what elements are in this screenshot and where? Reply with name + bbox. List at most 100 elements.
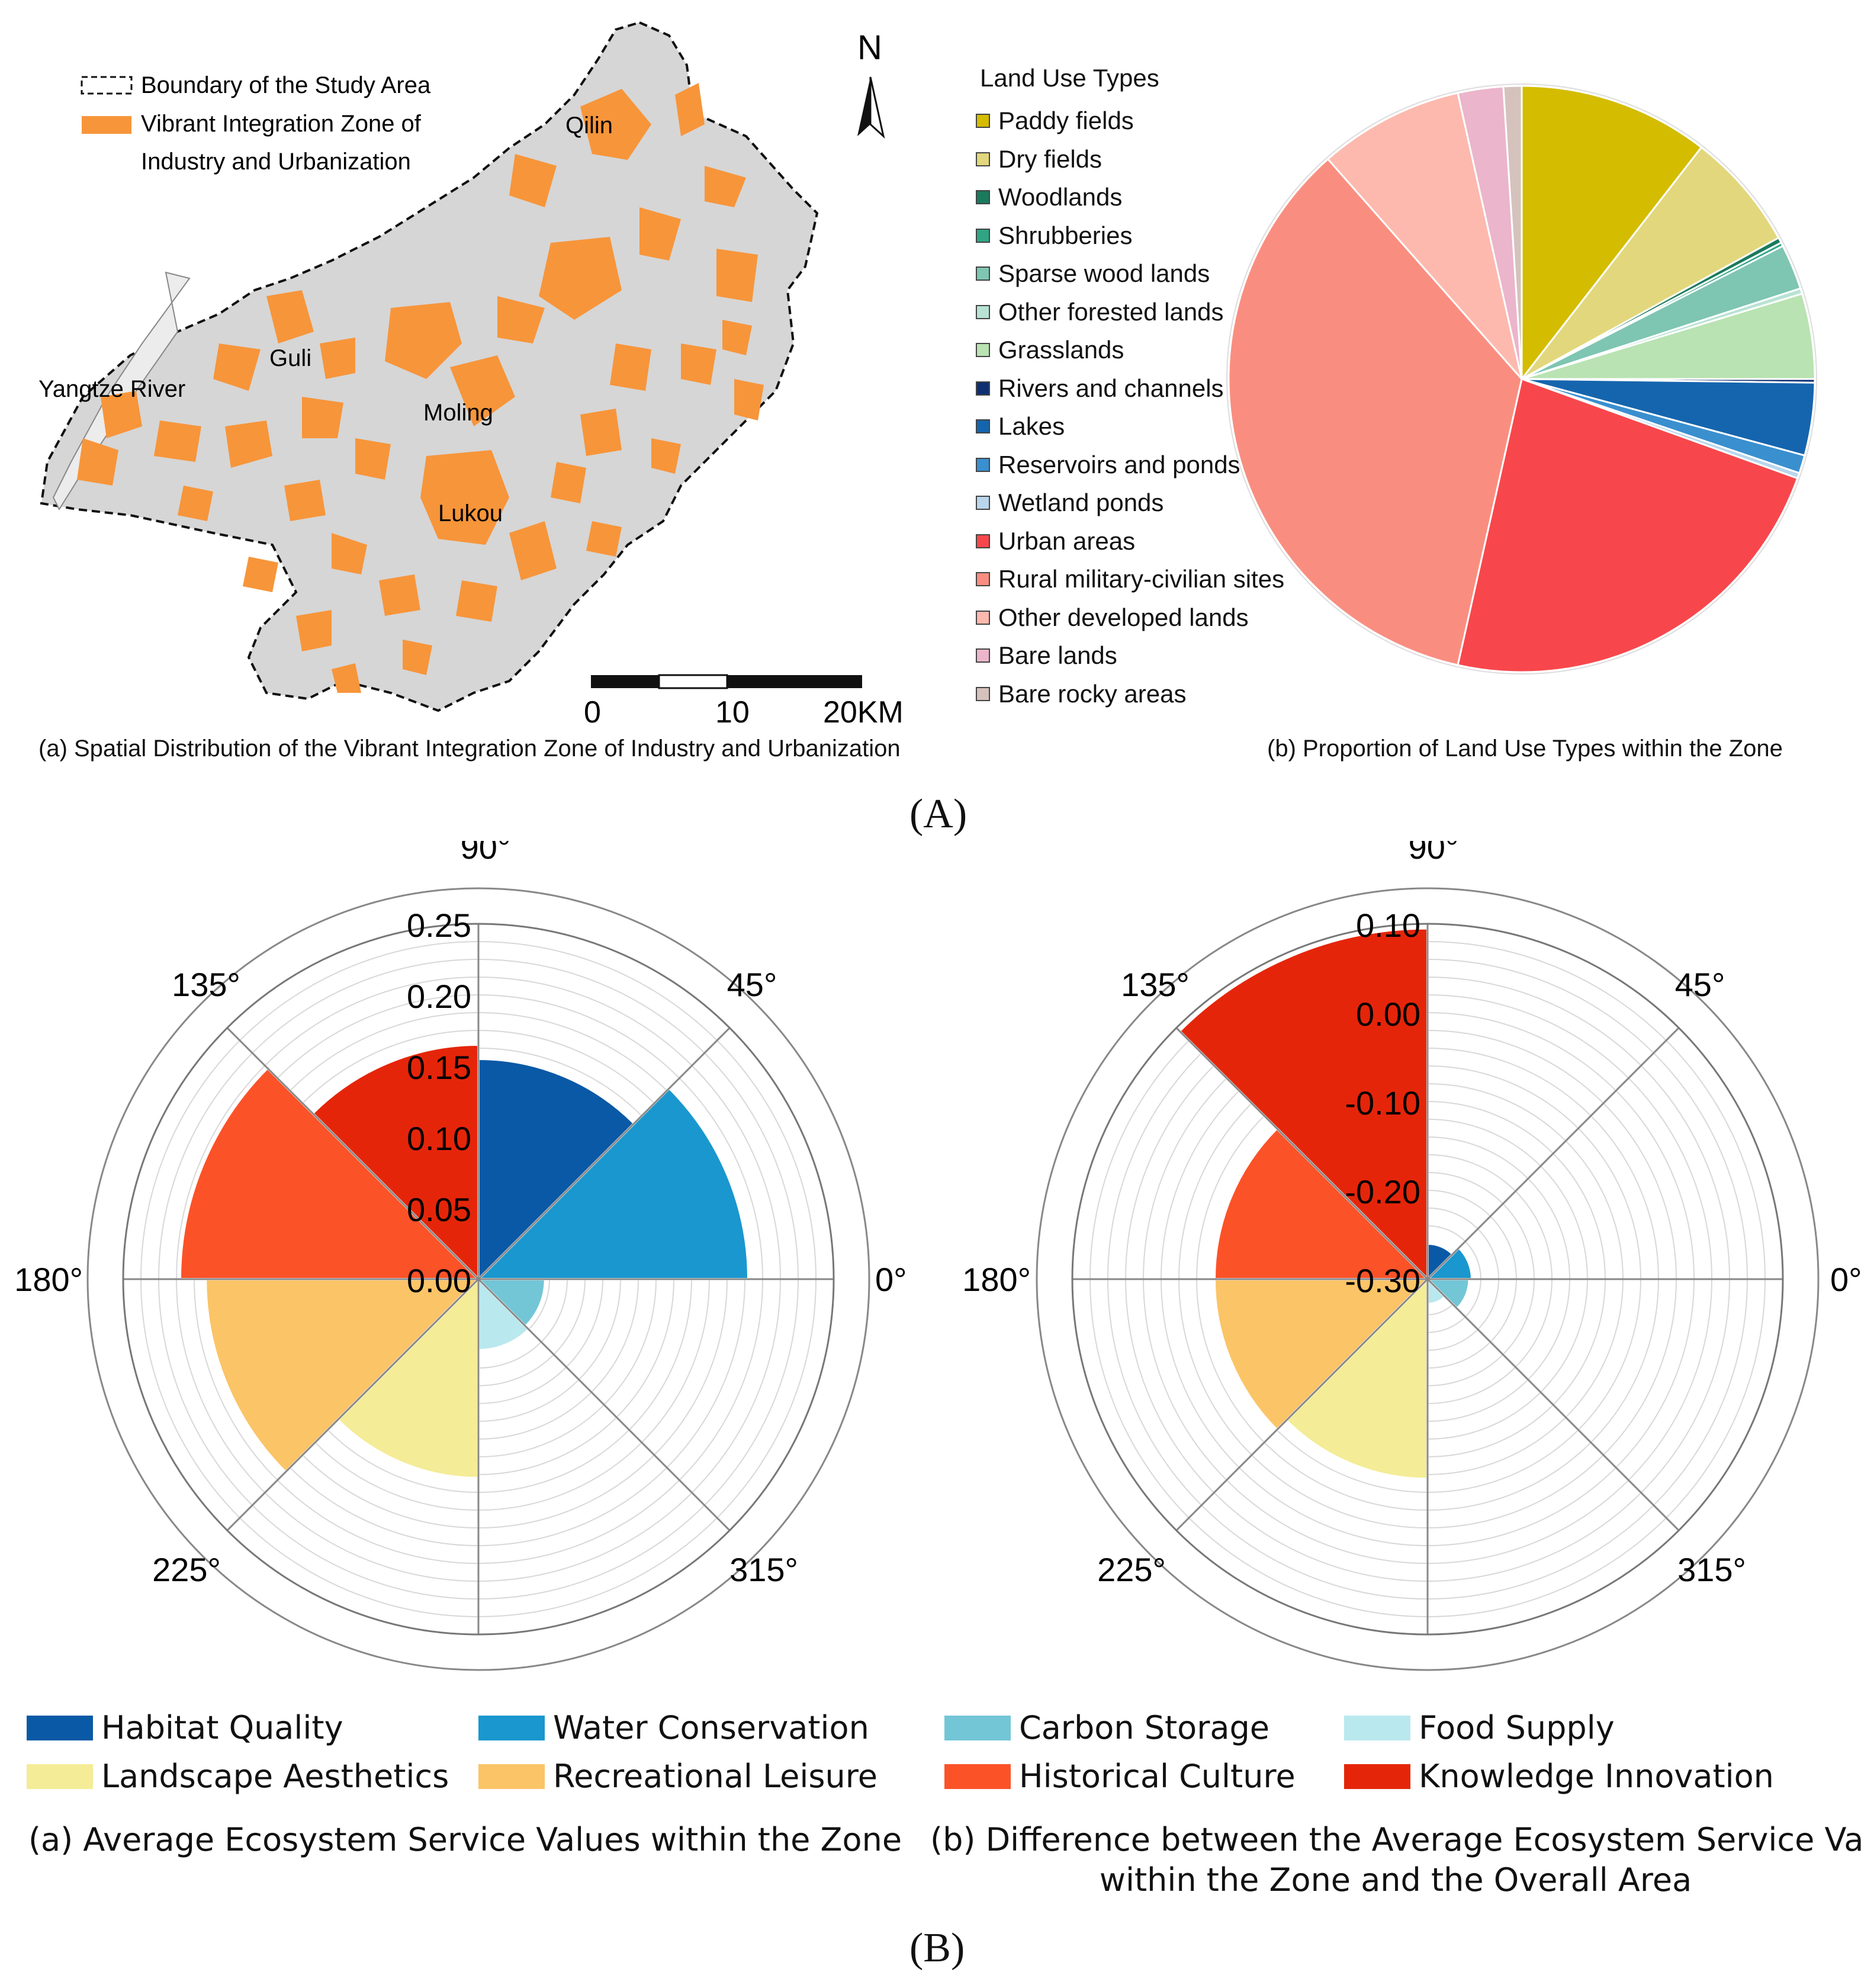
legend-swatch bbox=[976, 648, 990, 663]
rose-spoke bbox=[226, 1027, 480, 1280]
angle-tick-label: 135° bbox=[1121, 966, 1190, 1003]
north-arrow: N bbox=[857, 28, 885, 139]
map-caption: (a) Spatial Distribution of the Vibrant … bbox=[38, 736, 901, 762]
legend-label: Lakes bbox=[998, 412, 1065, 440]
legend-water-conservation: Water Conservation bbox=[478, 1709, 869, 1746]
legend-label: Bare lands bbox=[998, 641, 1117, 669]
rose-sector-landscape-aesthetics bbox=[336, 1276, 480, 1480]
rose-spoke bbox=[1426, 1027, 1680, 1280]
place-label-guli: Guli bbox=[269, 345, 311, 371]
place-label-moling: Moling bbox=[423, 400, 493, 426]
rose-frame-circle bbox=[1036, 887, 1820, 1671]
legend-label: Wetland ponds bbox=[998, 489, 1164, 516]
pie-slice-dry-fields bbox=[1521, 146, 1780, 380]
scale-label-0: 0 bbox=[584, 695, 601, 730]
boundary-legend-label: Boundary of the Study Area bbox=[141, 72, 431, 98]
scale-label-10: 10 bbox=[715, 695, 750, 730]
rose-b-caption-line2: within the Zone and the Overall Area bbox=[1099, 1861, 1692, 1899]
legend-swatch bbox=[976, 266, 990, 281]
pie-slice-rural-military-civilian-sites bbox=[1227, 158, 1523, 666]
legend-swatch bbox=[976, 190, 990, 204]
legend-swatch bbox=[976, 419, 990, 433]
angle-tick-label: 225° bbox=[152, 1551, 221, 1588]
radial-tick-label: 0.00 bbox=[407, 1262, 471, 1299]
legend-label: Paddy fields bbox=[998, 107, 1134, 134]
rose-outer-circle bbox=[122, 923, 835, 1636]
pie-caption: (b) Proportion of Land Use Types within … bbox=[1267, 736, 1783, 762]
boundary-legend-swatch bbox=[81, 76, 133, 95]
land-use-legend-item-rural-military-civilian-sites: Rural military-civilian sites bbox=[976, 565, 1284, 593]
pie-slice-urban-areas bbox=[1457, 378, 1799, 673]
rose-sector-knowledge-innovation bbox=[311, 1043, 480, 1282]
rose-sector-food-supply bbox=[477, 1276, 531, 1352]
angle-tick-label: 135° bbox=[172, 966, 240, 1003]
radial-tick-label: -0.30 bbox=[1345, 1262, 1420, 1299]
rose-sector-water-conservation bbox=[475, 1086, 750, 1280]
legend-swatch bbox=[976, 152, 990, 166]
scale-label-20km: 20KM bbox=[823, 695, 904, 730]
land-use-legend-item-grasslands: Grasslands bbox=[976, 336, 1124, 364]
angle-tick-label: 180° bbox=[962, 1261, 1031, 1298]
rose-sector-historical-culture bbox=[178, 1066, 481, 1280]
rose-sector-knowledge-innovation bbox=[1178, 927, 1429, 1282]
land-use-legend-item-reservoirs-and-ponds: Reservoirs and ponds bbox=[976, 451, 1240, 479]
rose-a-caption: (a) Average Ecosystem Service Values wit… bbox=[28, 1821, 902, 1858]
legend-food-supply: Food Supply bbox=[1344, 1709, 1615, 1746]
radial-tick-label: 0.10 bbox=[407, 1120, 471, 1157]
rose-outer-circle bbox=[1071, 923, 1784, 1636]
land-use-legend-item-bare-lands: Bare lands bbox=[976, 641, 1117, 670]
radial-tick-label: 0.15 bbox=[407, 1049, 471, 1086]
place-label-yangtze: Yangtze River bbox=[38, 376, 185, 402]
pie-slice-bare-rocky-areas bbox=[1502, 85, 1523, 380]
legend-swatch bbox=[976, 686, 990, 701]
zone-legend-swatch bbox=[82, 116, 131, 134]
scale-bar: 0 10 20KM bbox=[584, 674, 904, 730]
legend-label: Dry fields bbox=[998, 144, 1103, 173]
legend-label: Rivers and channels bbox=[998, 374, 1224, 402]
land-use-legend-item-wetland-ponds: Wetland ponds bbox=[976, 489, 1163, 517]
rose-spoke bbox=[1175, 1278, 1429, 1531]
pie-slice-paddy-fields bbox=[1521, 85, 1703, 382]
rose-sector-recreational-leisure bbox=[204, 1278, 481, 1474]
legend-label: Other forested lands bbox=[998, 297, 1224, 326]
north-label: N bbox=[857, 28, 882, 67]
place-label-qilin: Qilin bbox=[565, 113, 613, 139]
rose-sector-landscape-aesthetics bbox=[1284, 1276, 1429, 1480]
legend-knowledge-innovation: Knowledge Innovation bbox=[1344, 1758, 1774, 1795]
legend-swatch bbox=[976, 534, 990, 548]
zone-patches bbox=[77, 83, 764, 693]
legend-label: Rural military-civilian sites bbox=[998, 565, 1285, 593]
rose-sector-recreational-leisure bbox=[1213, 1278, 1431, 1432]
legend-swatch bbox=[976, 457, 990, 472]
angle-tick-label: 45° bbox=[727, 966, 777, 1003]
radial-tick-label: -0.10 bbox=[1345, 1084, 1420, 1122]
land-use-legend-item-other-developed-lands: Other developed lands bbox=[976, 603, 1249, 632]
land-use-legend-item-paddy-fields: Paddy fields bbox=[976, 107, 1134, 135]
legend-recreational-leisure: Recreational Leisure bbox=[478, 1758, 878, 1795]
legend-label: Woodlands bbox=[998, 183, 1123, 211]
angle-tick-label: 90° bbox=[1409, 841, 1459, 866]
legend-label: Urban areas bbox=[998, 526, 1136, 555]
rose-spoke bbox=[226, 1278, 480, 1531]
legend-habitat-quality: Habitat Quality bbox=[27, 1709, 343, 1746]
rose-sector-carbon-storage bbox=[475, 1278, 547, 1328]
land-use-legend-item-woodlands: Woodlands bbox=[976, 183, 1122, 211]
land-use-legend-item-urban-areas: Urban areas bbox=[976, 527, 1135, 555]
legend-label: Grasslands bbox=[998, 336, 1124, 364]
rose-sector-historical-culture bbox=[1213, 1126, 1431, 1280]
radial-tick-label: -0.20 bbox=[1345, 1173, 1420, 1210]
legend-label: Reservoirs and ponds bbox=[998, 450, 1240, 478]
land-use-legend-item-lakes: Lakes bbox=[976, 412, 1065, 441]
legend-swatch bbox=[976, 304, 990, 319]
land-use-legend-item-bare-rocky-areas: Bare rocky areas bbox=[976, 680, 1186, 708]
legend-carbon-storage: Carbon Storage bbox=[944, 1709, 1269, 1746]
rose-sector-habitat-quality bbox=[477, 1057, 636, 1282]
legend-swatch bbox=[976, 572, 990, 586]
rose-chart-difference: -0.30 -0.20 -0.10 0.00 0.10 0° 45° 90° 135° 180° 2… bbox=[962, 841, 1861, 1671]
land-use-legend-item-other-forested-lands: Other forested lands bbox=[976, 298, 1224, 326]
legend-swatch bbox=[976, 228, 990, 243]
radial-tick-label: 0.20 bbox=[407, 978, 471, 1015]
land-use-pie-chart bbox=[1226, 83, 1817, 675]
legend-historical-culture: Historical Culture bbox=[944, 1758, 1296, 1795]
rose-spoke bbox=[1175, 1027, 1429, 1280]
